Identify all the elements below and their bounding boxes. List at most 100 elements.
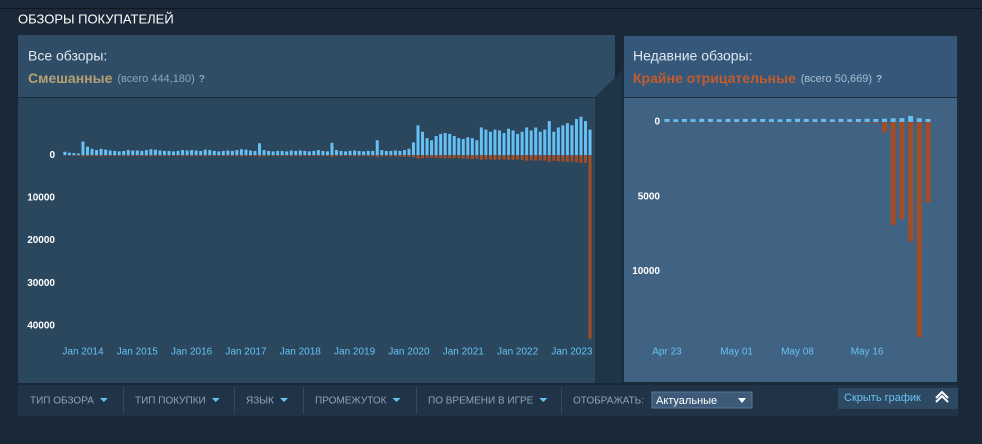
- x-tick-label: Jan 2014: [62, 347, 104, 358]
- display-label: ОТОБРАЖАТЬ:: [573, 396, 644, 407]
- positive-bar: [294, 150, 298, 156]
- positive-bar: [457, 138, 461, 156]
- help-icon[interactable]: ?: [199, 74, 205, 85]
- positive-bar: [829, 119, 835, 122]
- negative-bar: [402, 155, 406, 157]
- hide-chart-label[interactable]: Скрыть график: [844, 392, 921, 404]
- negative-bar: [565, 155, 569, 162]
- filter-label[interactable]: ЯЗЫК: [246, 396, 274, 407]
- x-tick-label: Jan 2015: [117, 347, 159, 358]
- positive-bar: [185, 150, 189, 156]
- negative-bar: [199, 155, 203, 157]
- positive-bar: [434, 136, 438, 156]
- filter-label[interactable]: ТИП ПОКУПКИ: [135, 396, 206, 407]
- display-value[interactable]: Актуальные: [656, 395, 717, 407]
- negative-bar: [882, 121, 887, 133]
- positive-bar: [230, 150, 234, 156]
- negative-bar: [890, 121, 896, 226]
- negative-bar: [556, 155, 560, 162]
- positive-bar: [430, 140, 434, 156]
- negative-bar: [226, 155, 230, 157]
- positive-bar: [812, 119, 818, 122]
- positive-bar: [777, 119, 783, 122]
- positive-bar: [461, 138, 465, 156]
- hide-icon: [935, 390, 949, 399]
- negative-bar: [570, 155, 574, 162]
- negative-bar: [203, 155, 207, 157]
- negative-bar: [194, 155, 198, 157]
- positive-bar: [899, 118, 905, 122]
- positive-bar: [439, 133, 443, 156]
- negative-bar: [144, 155, 148, 157]
- positive-bar: [855, 118, 861, 122]
- negative-bar: [353, 155, 357, 157]
- positive-bar: [452, 136, 456, 156]
- positive-bar: [176, 150, 180, 156]
- positive-bar: [276, 150, 280, 156]
- y-tick-label: 10000: [27, 193, 55, 204]
- positive-bar: [760, 118, 766, 122]
- negative-bar: [217, 155, 221, 156]
- positive-bar: [916, 118, 922, 122]
- positive-bar: [470, 138, 474, 156]
- negative-bar: [362, 155, 366, 157]
- filter-arrow: [279, 398, 288, 402]
- negative-bar: [126, 155, 130, 157]
- total: (всего 444,180): [117, 73, 194, 85]
- negative-bar: [90, 155, 94, 157]
- filter-label[interactable]: ПО ВРЕМЕНИ В ИГРЕ: [428, 396, 534, 407]
- negative-bar: [122, 155, 126, 157]
- positive-bar: [285, 151, 289, 156]
- positive-bar: [72, 153, 76, 156]
- y-tick-label: 5000: [638, 191, 661, 202]
- negative-bar: [470, 155, 474, 160]
- positive-bar: [579, 116, 583, 156]
- divider: [18, 97, 615, 98]
- panel-title: Все обзоры:: [28, 48, 107, 64]
- negative-bar: [507, 155, 511, 160]
- filter-divider: [416, 387, 417, 414]
- positive-bar: [325, 151, 329, 156]
- positive-bar: [421, 131, 425, 156]
- positive-bar: [339, 150, 343, 156]
- positive-bar: [348, 150, 352, 156]
- negative-bar: [190, 155, 194, 157]
- filter-label[interactable]: ТИП ОБЗОРА: [30, 396, 94, 407]
- positive-bar: [393, 150, 397, 156]
- positive-bar: [344, 151, 348, 156]
- negative-bar: [538, 155, 542, 161]
- negative-bar: [316, 155, 320, 157]
- negative-bar: [584, 155, 588, 163]
- negative-bar: [916, 121, 922, 338]
- positive-bar: [208, 150, 212, 156]
- negative-bar: [72, 155, 76, 156]
- filter-label[interactable]: ПРОМЕЖУТОК: [315, 396, 387, 407]
- positive-bar: [375, 140, 379, 156]
- positive-bar: [67, 152, 71, 156]
- negative-bar: [855, 121, 861, 123]
- hide-chart-button[interactable]: [838, 388, 958, 409]
- negative-bar: [366, 155, 370, 157]
- negative-bar: [258, 155, 262, 157]
- x-tick-label: Jan 2023: [551, 347, 593, 358]
- positive-bar: [407, 148, 411, 156]
- negative-bar: [212, 155, 216, 157]
- positive-bar: [561, 125, 565, 156]
- positive-bar: [280, 150, 284, 156]
- negative-bar: [325, 155, 329, 157]
- positive-bar: [389, 150, 393, 156]
- negative-bar: [502, 155, 506, 160]
- negative-bar: [534, 155, 538, 161]
- negative-bar: [339, 155, 343, 157]
- x-tick-label: Apr 23: [652, 347, 682, 358]
- x-tick-label: Jan 2020: [388, 347, 430, 358]
- negative-bar: [457, 155, 461, 159]
- positive-bar: [574, 118, 578, 156]
- positive-bar: [803, 118, 809, 122]
- display-select[interactable]: [651, 391, 753, 409]
- help-icon[interactable]: ?: [876, 74, 882, 85]
- positive-bar: [235, 150, 239, 156]
- x-tick-label: Jan 2016: [171, 347, 213, 358]
- negative-bar: [448, 155, 452, 159]
- negative-bar: [235, 155, 239, 157]
